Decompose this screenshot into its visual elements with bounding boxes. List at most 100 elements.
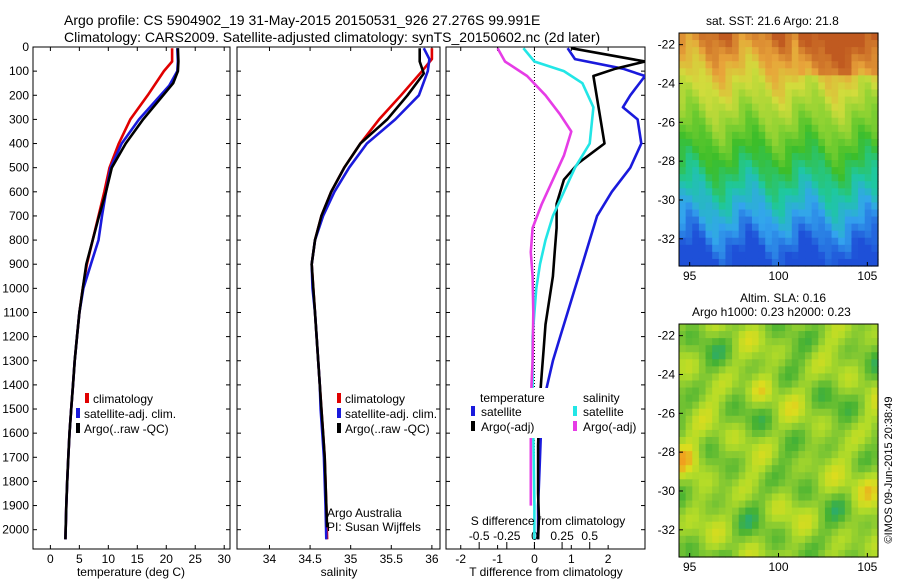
map-cell (824, 415, 833, 424)
map-cell (732, 216, 740, 225)
map-cell (824, 436, 833, 445)
map-cell (738, 429, 746, 438)
map-cell (725, 237, 733, 246)
map-cell (838, 486, 846, 495)
map-cell (818, 535, 826, 544)
map-cell (818, 82, 826, 91)
map-cell (871, 131, 879, 140)
map-cell (705, 230, 713, 239)
map-cell (685, 110, 693, 119)
map-cell (765, 429, 773, 438)
map-cell (692, 153, 700, 161)
map-cell (811, 514, 819, 523)
map-cell (838, 131, 846, 140)
legend-label-s-argo: Argo(-adj) (583, 420, 636, 434)
map-cell (791, 429, 799, 438)
map-cell (844, 500, 853, 509)
map-cell (844, 465, 853, 473)
map-cell (871, 216, 879, 225)
map-cell (818, 47, 826, 55)
map-cell (864, 174, 872, 182)
temperature-legend: climatology satellite-adj. clim. Argo(..… (76, 392, 176, 436)
map-cell (778, 401, 786, 410)
map-cell (805, 451, 813, 459)
map-cell (705, 338, 713, 346)
map-cell (831, 373, 839, 382)
map-cell (685, 202, 693, 211)
map-cell (771, 33, 780, 41)
map-cell (778, 458, 786, 466)
map-cell (732, 451, 740, 459)
map-cell (698, 331, 707, 339)
map-cell (798, 124, 806, 133)
map-cell (831, 230, 839, 239)
map-cell (679, 244, 687, 253)
map-cell (732, 33, 740, 41)
map-cell (745, 216, 753, 225)
map-cell (685, 535, 693, 544)
map-cell (811, 338, 819, 346)
map-cell (818, 103, 826, 112)
map-cell (771, 153, 780, 161)
map-cell (791, 331, 799, 339)
map-cell (698, 472, 707, 480)
map-cell (751, 237, 760, 246)
map-cell (718, 174, 727, 182)
map-cell (765, 486, 773, 495)
map-cell (818, 167, 826, 175)
map-cell (818, 528, 826, 537)
map-cell (679, 237, 687, 246)
map-cell (858, 422, 866, 431)
map-cell (685, 324, 693, 332)
map-cell (712, 542, 720, 551)
map-cell (685, 244, 693, 253)
map-cell (851, 366, 859, 375)
map-cell (771, 195, 780, 204)
map-cell (705, 542, 713, 551)
map-cell (824, 444, 833, 452)
map-cell (718, 110, 727, 119)
depth-ticks: 0100200300400500600700800900100011001200… (2, 40, 230, 537)
map-cell (811, 202, 819, 211)
map-cell (705, 103, 713, 112)
map-cell (692, 338, 700, 346)
map-cell (718, 33, 727, 41)
map-cell (858, 401, 866, 410)
map-cell (771, 394, 780, 403)
map-cell (871, 394, 879, 403)
map-cell (785, 167, 793, 175)
map-cell (765, 82, 773, 91)
map-cell (705, 174, 713, 182)
map-cell (758, 153, 766, 161)
legend-label-argo: Argo(..raw -QC) (345, 422, 430, 436)
map-cell (824, 535, 833, 544)
map-cell (791, 216, 799, 225)
legend-label-satellite: satellite-adj. clim. (345, 407, 437, 421)
map-cell (871, 117, 879, 126)
map-cell (745, 209, 753, 218)
map-cell (771, 117, 780, 126)
s-diff-tick-label: -0.25 (493, 529, 521, 543)
map-cell (725, 528, 733, 537)
map-cell (818, 75, 826, 84)
map-cell (778, 352, 786, 360)
map-cell (705, 110, 713, 119)
map-cell (864, 394, 872, 403)
map-cell (692, 124, 700, 133)
map-cell (685, 75, 693, 84)
map-cell (838, 472, 846, 480)
map-cell (725, 216, 733, 225)
map-cell (838, 352, 846, 360)
depth-tick-label: 1100 (3, 305, 29, 319)
map-cell (732, 110, 740, 119)
map-cell (824, 507, 833, 516)
map-cell (758, 401, 766, 410)
lon-tick-label: 95 (683, 560, 697, 574)
map-cell (732, 202, 740, 211)
map-cell (778, 167, 786, 175)
map-cell (864, 444, 872, 452)
map-cell (705, 493, 713, 502)
map-cell (785, 138, 793, 147)
map-cell (765, 89, 773, 98)
map-cell (805, 338, 813, 346)
